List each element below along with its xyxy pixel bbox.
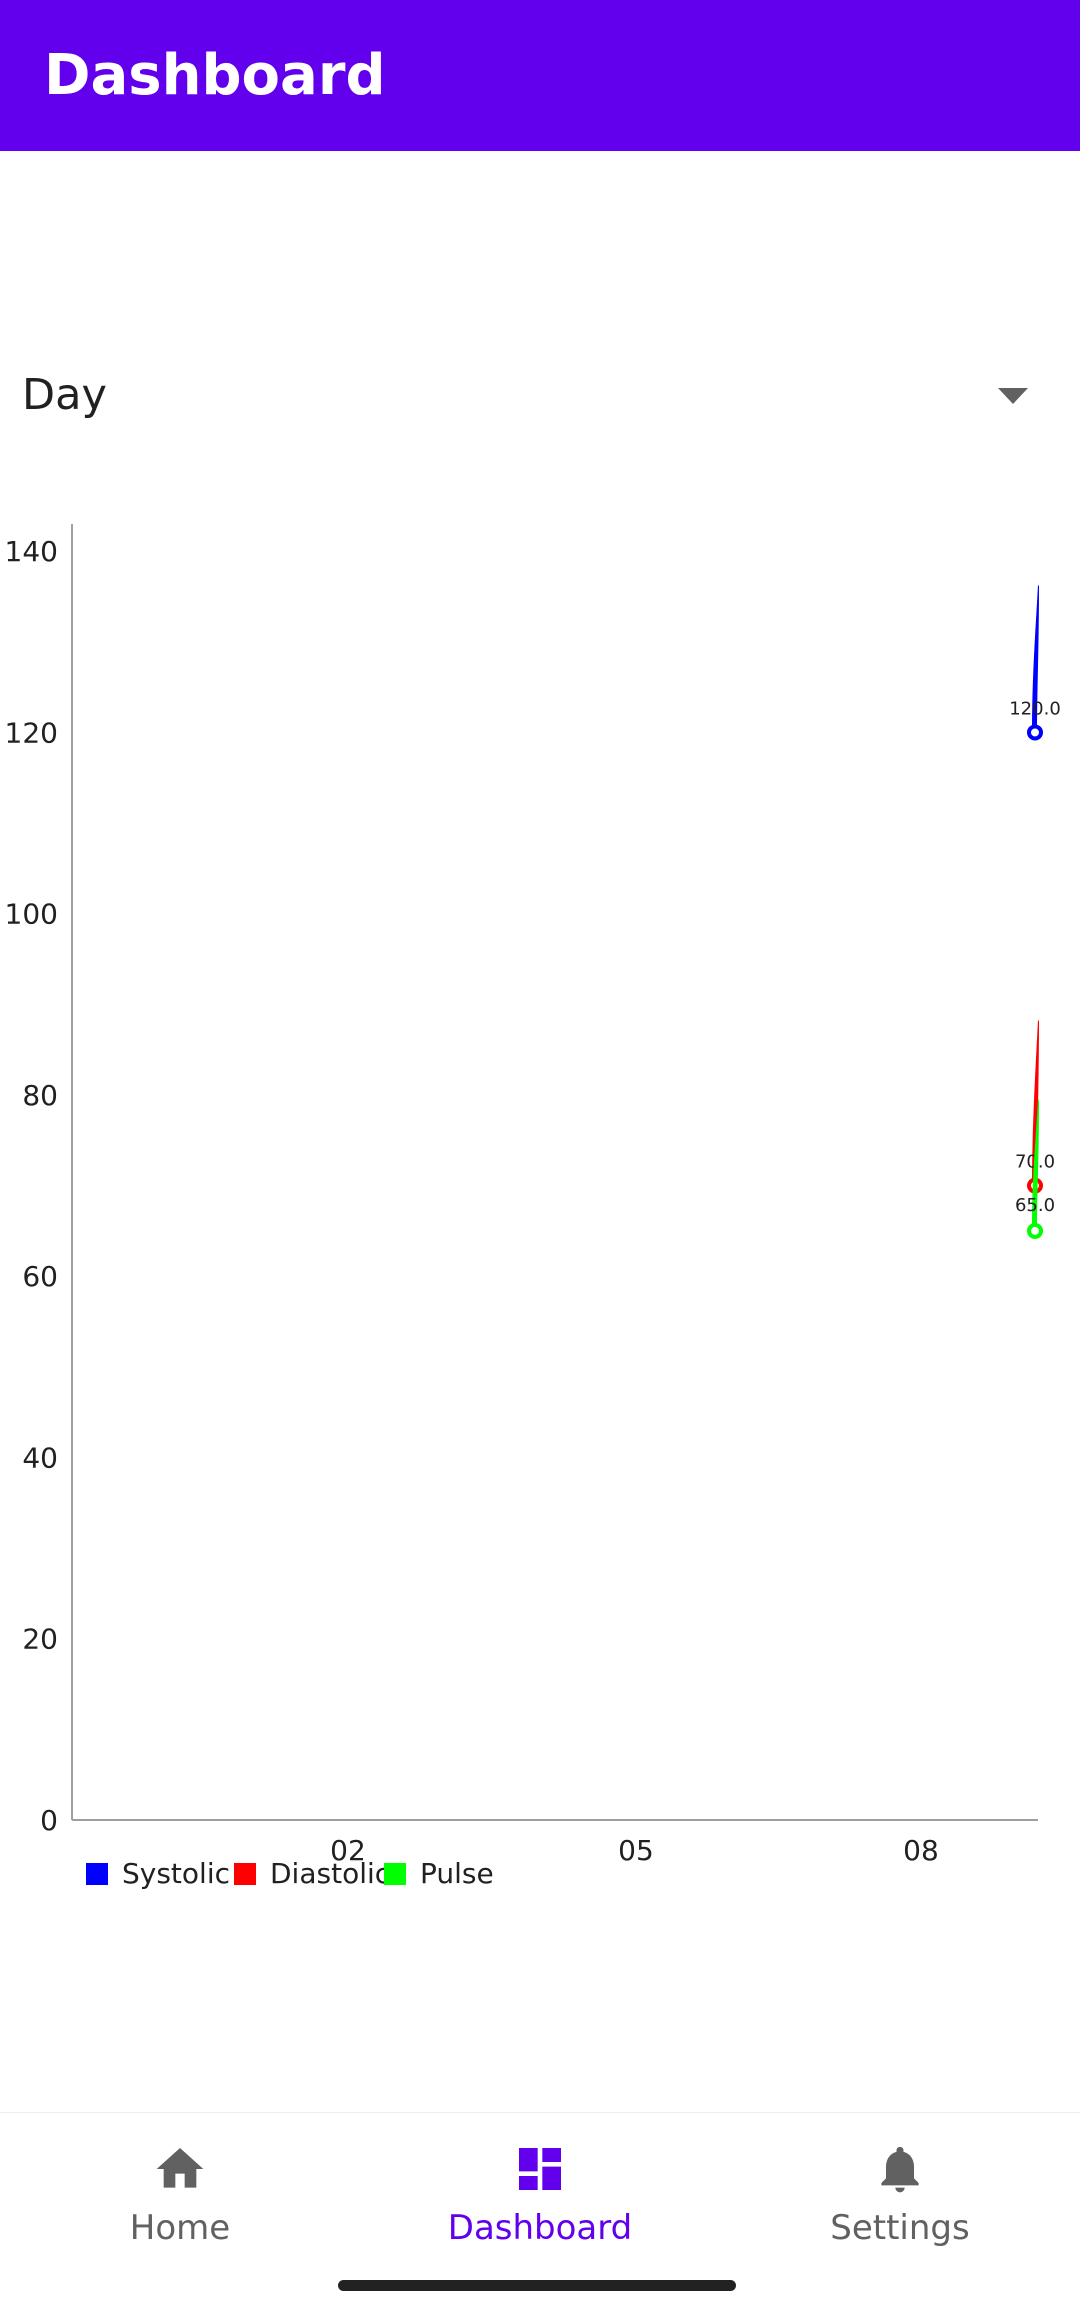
nav-label-dashboard: Dashboard: [447, 2208, 633, 2248]
x-tick-label: 05: [618, 1834, 654, 1867]
y-tick-label: 80: [22, 1079, 58, 1112]
nav-item-home[interactable]: Home: [0, 2113, 360, 2283]
nav-item-settings[interactable]: Settings: [720, 2113, 1080, 2283]
range-spinner[interactable]: Day: [0, 345, 1080, 445]
x-tick-label: 02: [330, 1834, 366, 1867]
bell-icon: [881, 2146, 919, 2193]
nav-label-home: Home: [129, 2208, 231, 2248]
home-icon: [156, 2148, 204, 2188]
bottom-navigation: Home Dashboard Settings: [0, 2112, 1080, 2312]
dashboard-icon: [519, 2148, 561, 2190]
data-point-pulse[interactable]: [1027, 1222, 1043, 1239]
data-point-systolic[interactable]: [1027, 724, 1043, 741]
y-tick-label: 60: [22, 1260, 58, 1293]
app-bar: Dashboard: [0, 0, 1080, 151]
gesture-navigation-bar[interactable]: [338, 2280, 736, 2291]
legend-swatch-pulse: [384, 1863, 406, 1885]
data-label-systolic: 120.0: [1009, 698, 1061, 719]
dropdown-arrow-icon: [998, 388, 1028, 404]
series-line-systolic: [1032, 584, 1039, 733]
y-tick-label: 100: [5, 898, 58, 931]
legend-label-pulse: Pulse: [420, 1857, 494, 1890]
legend-label-diastolic: Diastolic: [270, 1857, 390, 1890]
range-spinner-value: Day: [22, 370, 107, 420]
series-line-pulse: [1032, 1098, 1039, 1231]
x-tick-label: 08: [903, 1834, 939, 1867]
page-title: Dashboard: [44, 43, 386, 108]
y-tick-label: 120: [5, 716, 58, 749]
legend-label-systolic: Systolic: [122, 1857, 230, 1890]
y-tick-label: 140: [5, 535, 58, 568]
legend-swatch-systolic: [86, 1863, 108, 1885]
nav-label-settings: Settings: [830, 2208, 970, 2248]
legend-swatch-diastolic: [234, 1863, 256, 1885]
y-tick-label: 40: [22, 1441, 58, 1474]
y-tick-label: 0: [40, 1804, 58, 1837]
data-label-pulse: 65.0: [1015, 1195, 1055, 1216]
y-tick-label: 20: [22, 1623, 58, 1656]
nav-item-dashboard[interactable]: Dashboard: [360, 2113, 720, 2283]
